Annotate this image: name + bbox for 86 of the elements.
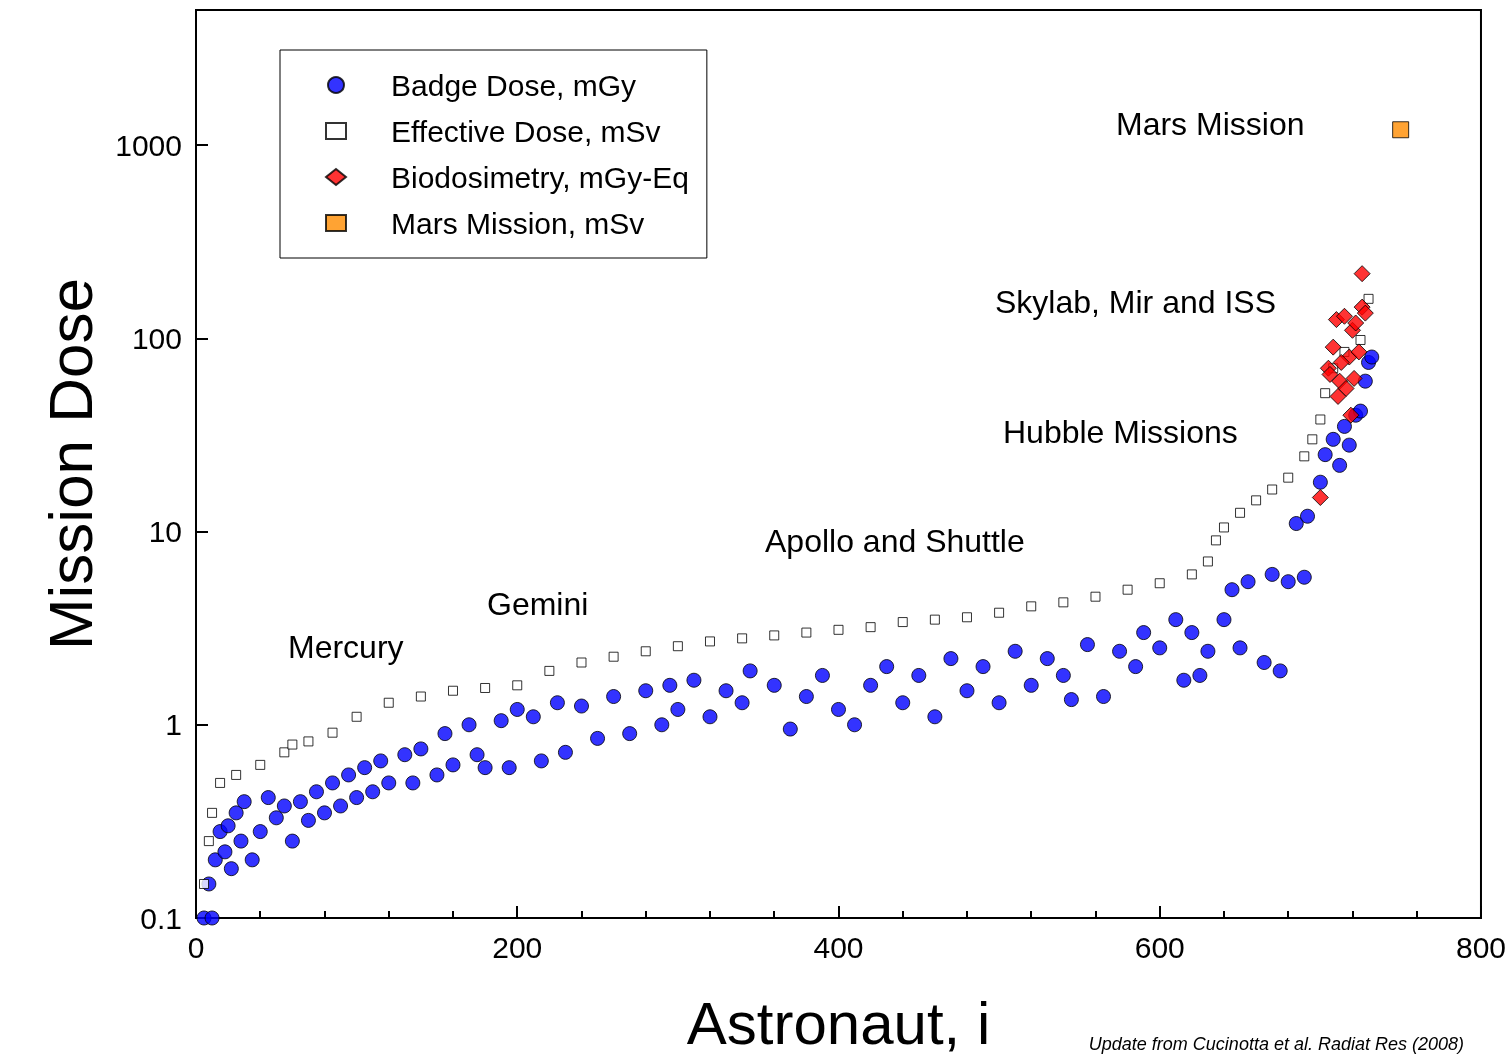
point (544, 665, 555, 676)
point (801, 627, 812, 638)
point (1307, 434, 1318, 445)
point (1356, 304, 1374, 322)
point (255, 759, 266, 770)
annotation: Mars Mission (1116, 106, 1305, 142)
point (1251, 495, 1262, 506)
x-axis-title: Astronaut, i (686, 989, 991, 1057)
point (203, 836, 214, 847)
point (1283, 472, 1294, 483)
annotation: Apollo and Shuttle (765, 523, 1025, 559)
y-tick-label: 100 (131, 321, 182, 355)
point (1090, 591, 1101, 602)
point (961, 612, 972, 623)
y-tick-label: 0.1 (140, 901, 182, 935)
point (1122, 584, 1133, 595)
point (1210, 535, 1221, 546)
point (1026, 601, 1037, 612)
point (1324, 338, 1342, 356)
point (737, 633, 748, 644)
point (576, 657, 587, 668)
point (383, 697, 394, 708)
point (351, 711, 362, 722)
point (608, 651, 619, 662)
point (640, 646, 651, 657)
point (1332, 353, 1350, 371)
point (1218, 522, 1229, 533)
point (1363, 293, 1374, 304)
point (1058, 597, 1069, 608)
point (1353, 265, 1371, 283)
point (865, 622, 876, 633)
point (1202, 556, 1213, 567)
point (1350, 343, 1368, 361)
y-axis-title: Mission Dose (35, 277, 105, 651)
point (1320, 388, 1331, 399)
point (897, 617, 908, 628)
point (512, 680, 523, 691)
point (1392, 121, 1410, 139)
annotation: Mercury (288, 629, 404, 665)
point (994, 607, 1005, 618)
point (1347, 314, 1365, 332)
text: Update from Cucinotta et al. Radiat Res (2008) (1088, 1034, 1464, 1054)
y-tick-label: 1000 (115, 128, 182, 162)
point (929, 614, 940, 625)
point (672, 641, 683, 652)
x-tick-label: 0 (187, 930, 205, 964)
point (480, 682, 491, 693)
point (207, 807, 218, 818)
point (1311, 489, 1329, 507)
point (1337, 379, 1355, 397)
legend-label: Biodosimetry, mGy-Eq (391, 160, 689, 194)
point (231, 769, 242, 780)
legend-label: Mars Mission, mSv (391, 206, 645, 240)
x-tick-label: 200 (492, 930, 543, 964)
point (415, 691, 426, 702)
point (769, 630, 780, 641)
point (1355, 334, 1366, 345)
point (1335, 307, 1353, 325)
point (447, 685, 458, 696)
x-tick-label: 600 (1134, 930, 1185, 964)
point (1329, 387, 1347, 405)
point (215, 777, 226, 788)
point (1345, 369, 1363, 387)
annotation: Hubble Missions (1003, 414, 1238, 450)
x-tick-label: 800 (1455, 930, 1506, 964)
legend-label: Badge Dose, mGy (391, 68, 637, 102)
y-tick-label: 10 (148, 515, 182, 549)
point (1321, 365, 1339, 383)
point (704, 636, 715, 647)
point (1186, 569, 1197, 580)
point (833, 624, 844, 635)
x-tick-label: 400 (813, 930, 864, 964)
point (1299, 451, 1310, 462)
point (1154, 578, 1165, 589)
point (1267, 484, 1278, 495)
point (1342, 406, 1360, 424)
legend-label: Effective Dose, mSv (391, 114, 661, 148)
y-tick-label: 1 (165, 708, 182, 742)
point (287, 739, 298, 750)
point (1315, 414, 1326, 425)
annotation: Skylab, Mir and ISS (995, 284, 1276, 320)
point (1235, 507, 1246, 518)
point (279, 747, 290, 758)
point (303, 736, 314, 747)
point (327, 727, 338, 738)
annotation: Gemini (487, 586, 589, 622)
